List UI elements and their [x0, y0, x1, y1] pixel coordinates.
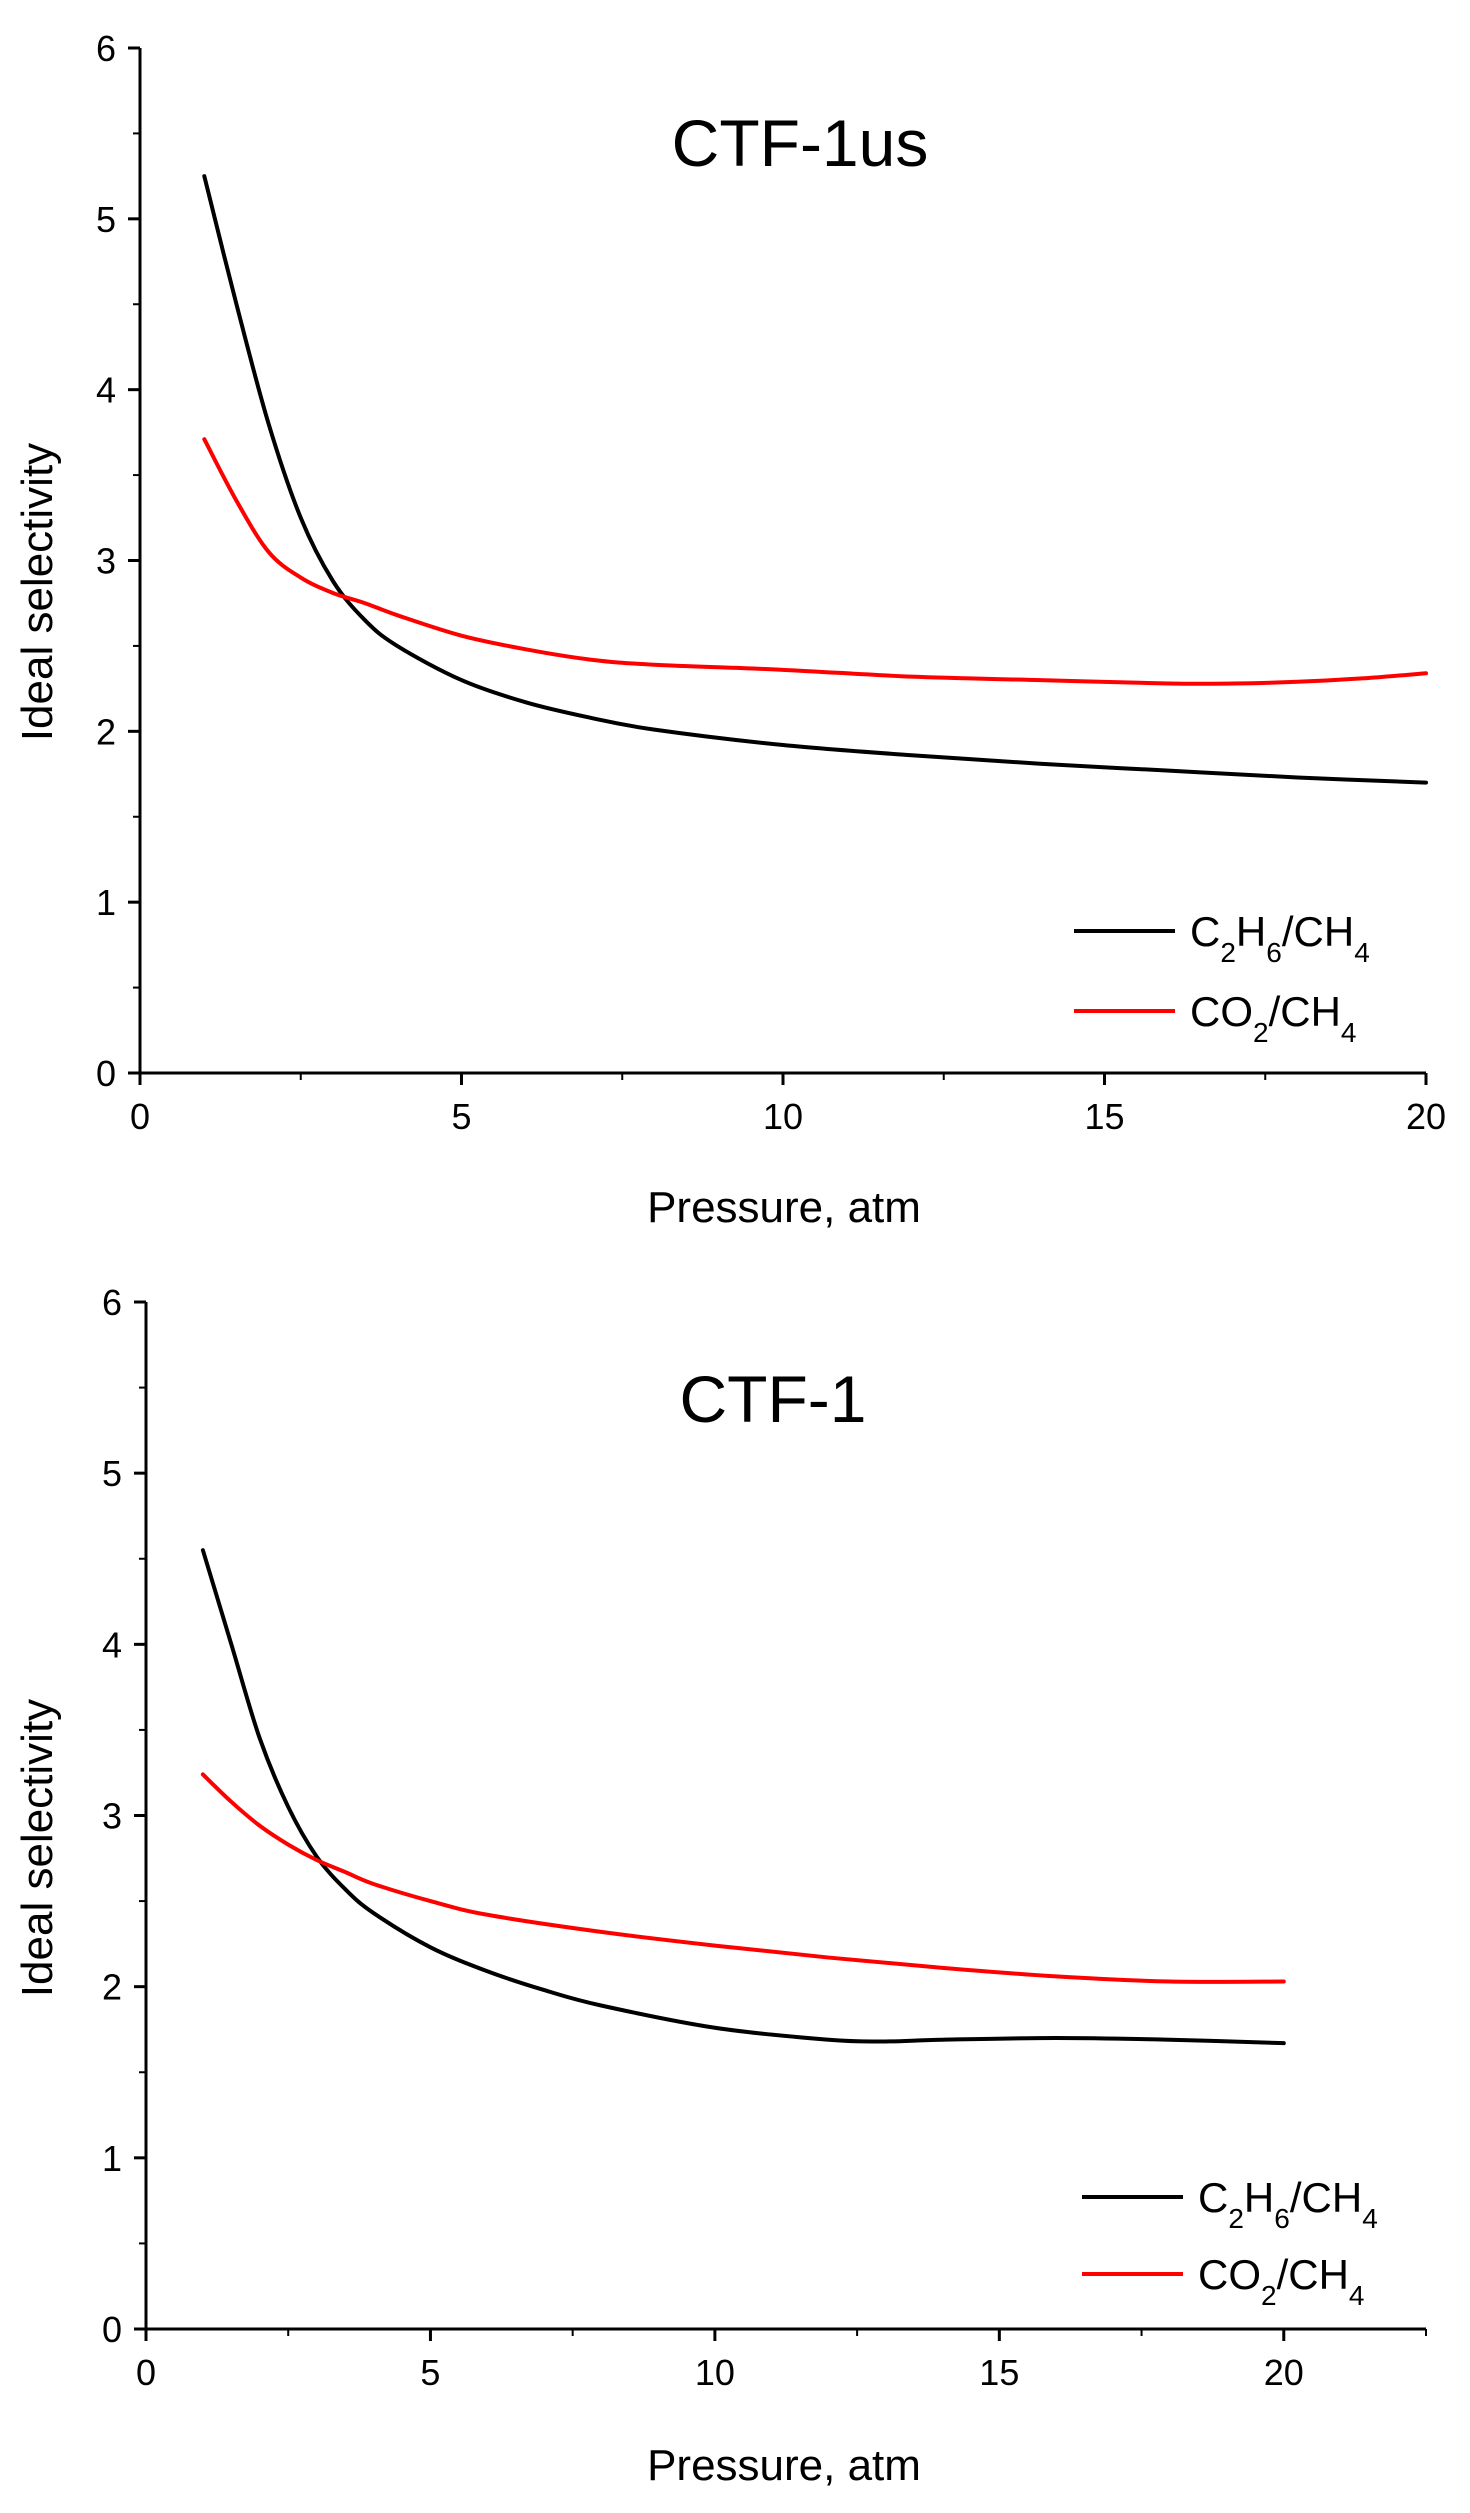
y-tick-label: 0 [96, 1053, 116, 1094]
x-tick-label: 0 [130, 1096, 150, 1137]
y-tick-label: 5 [96, 199, 116, 240]
chart-title: CTF-1 [680, 1362, 867, 1436]
legend-label-c2h6-ch4: C2H6/CH4 [1198, 2174, 1378, 2234]
y-tick-label: 2 [96, 711, 116, 752]
x-tick-label: 0 [136, 2352, 156, 2393]
y-tick-label: 6 [102, 1282, 122, 1323]
chart-ctf-1us: CTF-1us Pressure, atm Ideal selectivity … [13, 28, 1446, 1232]
x-tick-label: 20 [1406, 1096, 1446, 1137]
legend-label-co2-ch4: CO2/CH4 [1198, 2251, 1365, 2311]
y-axis-title: Ideal selectivity [13, 443, 62, 741]
chart-ctf-1: CTF-1 Pressure, atm Ideal selectivity 0 5… [13, 1282, 1427, 2490]
x-tick-label: 10 [695, 2352, 735, 2393]
x-axis-title: Pressure, atm [647, 2441, 921, 2490]
y-tick-label: 3 [96, 541, 116, 582]
legend-label-c2h6-ch4: C2H6/CH4 [1190, 908, 1370, 968]
series-line-co2-ch4 [202, 437, 1428, 686]
legend-label-co2-ch4: CO2/CH4 [1190, 988, 1357, 1048]
y-tick-label: 3 [102, 1796, 122, 1837]
series-group [200, 1548, 1286, 2046]
y-tick-label: 5 [102, 1453, 122, 1494]
series-line-c2h6-ch4 [202, 174, 1428, 785]
series-line-co2-ch4 [200, 1772, 1286, 1984]
legend: C2H6/CH4 CO2/CH4 [1074, 908, 1370, 1048]
x-tick-label: 5 [451, 1096, 471, 1137]
x-tick-label: 20 [1264, 2352, 1304, 2393]
series-line-c2h6-ch4 [200, 1548, 1286, 2046]
y-tick-label: 1 [96, 882, 116, 923]
x-tick-label: 15 [1084, 1096, 1124, 1137]
y-tick-label: 2 [102, 1967, 122, 2008]
y-axis-title: Ideal selectivity [13, 1699, 62, 1997]
y-tick-label: 6 [96, 28, 116, 69]
y-tick-label: 0 [102, 2309, 122, 2350]
axes: 0 5 10 15 20 0 1 2 3 4 5 6 [96, 28, 1446, 1137]
axes: 0 5 10 15 20 0 1 2 3 4 5 6 [102, 1282, 1427, 2393]
x-axis-title: Pressure, atm [647, 1183, 921, 1232]
y-tick-label: 1 [102, 2138, 122, 2179]
series-group [202, 174, 1428, 785]
x-tick-label: 10 [763, 1096, 803, 1137]
y-tick-label: 4 [96, 370, 116, 411]
y-tick-label: 4 [102, 1624, 122, 1665]
x-tick-label: 5 [420, 2352, 440, 2393]
x-tick-label: 15 [979, 2352, 1019, 2393]
legend: C2H6/CH4 CO2/CH4 [1082, 2174, 1378, 2311]
chart-title: CTF-1us [672, 106, 929, 180]
